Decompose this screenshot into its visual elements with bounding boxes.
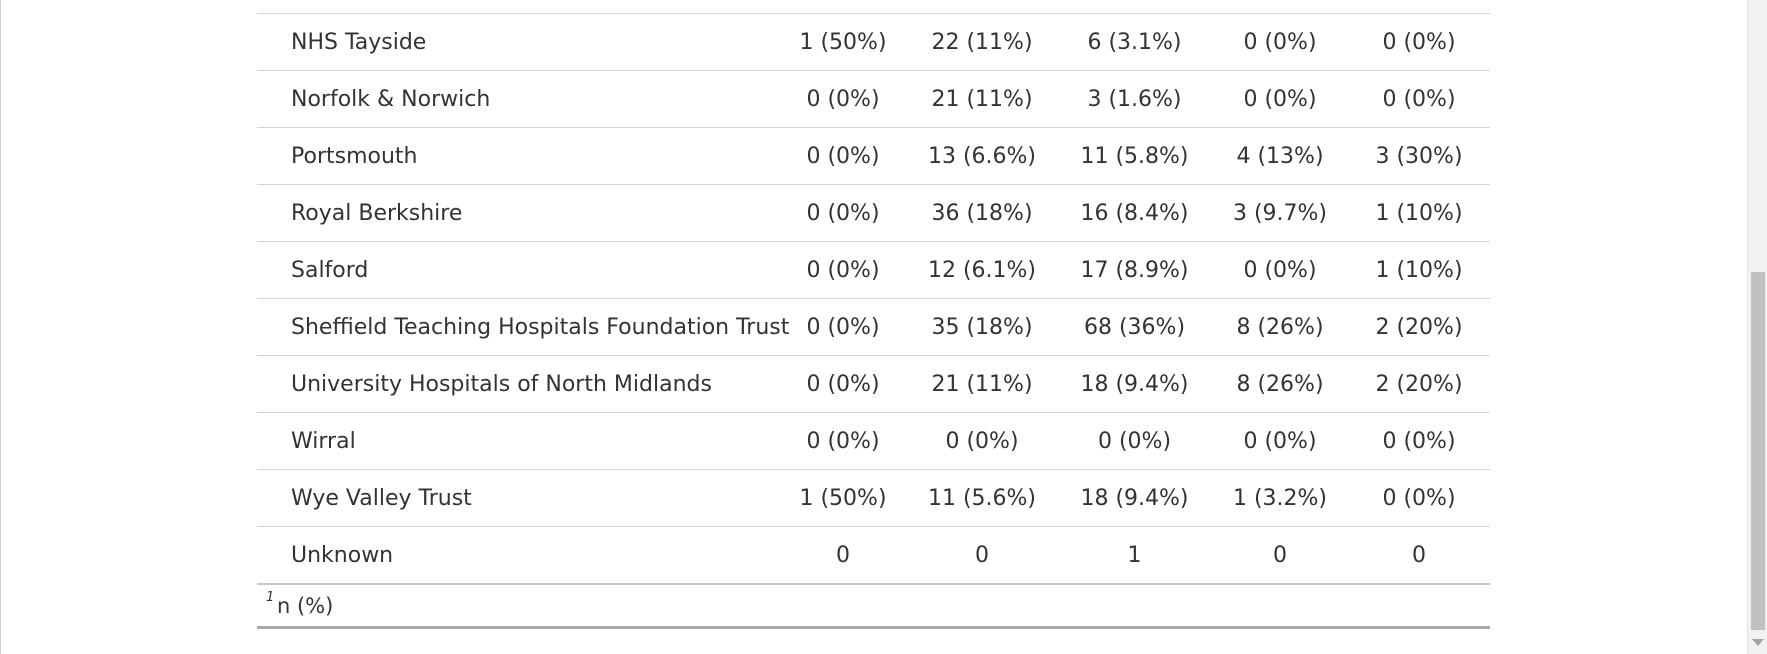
count-cell: 21 (11%) [907, 70, 1057, 128]
count-cell: 0 (0%) [779, 412, 907, 470]
count-cell: 68 (36%) [1057, 298, 1212, 356]
site-name-cell: Unknown [257, 526, 779, 585]
count-cell: 0 [779, 526, 907, 585]
count-cell: 0 (0%) [779, 184, 907, 242]
count-cell: 3 (30%) [1348, 127, 1490, 185]
count-cell: 1 (10%) [1348, 241, 1490, 299]
table-row: Portsmouth 0 (0%) 13 (6.6%) 11 (5.8%) 4 … [257, 127, 1490, 185]
count-cell: 11 (5.6%) [907, 469, 1057, 527]
table-row: Sheffield Teaching Hospitals Foundation … [257, 298, 1490, 356]
footnote-text: n (%) [277, 594, 334, 618]
count-cell: 0 (0%) [779, 70, 907, 128]
count-cell: 3 (1.6%) [1057, 70, 1212, 128]
count-cell: 4 (13%) [1212, 127, 1348, 185]
site-name-cell: Norfolk & Norwich [257, 70, 779, 128]
site-name-cell: Sheffield Teaching Hospitals Foundation … [257, 298, 789, 356]
clipped-previous-row [257, 0, 1490, 14]
count-cell: 1 [1057, 526, 1212, 585]
count-cell: 8 (26%) [1212, 355, 1348, 413]
site-name-cell: Salford [257, 241, 779, 299]
count-cell: 0 (0%) [1212, 14, 1348, 71]
footnote-marker: 1 [266, 590, 275, 605]
count-cell: 18 (9.4%) [1057, 355, 1212, 413]
scroll-down-arrow-icon[interactable] [1752, 639, 1764, 646]
count-cell: 0 (0%) [907, 412, 1057, 470]
count-cell: 0 [1212, 526, 1348, 585]
site-name-cell: Royal Berkshire [257, 184, 779, 242]
window-left-border [0, 0, 1, 654]
count-cell: 0 (0%) [1348, 70, 1490, 128]
site-name-cell: Portsmouth [257, 127, 779, 185]
count-cell: 0 [1348, 526, 1490, 585]
count-cell: 36 (18%) [907, 184, 1057, 242]
count-cell: 13 (6.6%) [907, 127, 1057, 185]
table-row: Unknown 0 0 1 0 0 [257, 526, 1490, 585]
count-cell: 16 (8.4%) [1057, 184, 1212, 242]
vertical-scrollbar[interactable] [1747, 0, 1767, 654]
table-footnote: 1 n (%) [257, 585, 1490, 629]
count-cell: 1 (50%) [779, 469, 907, 527]
count-cell: 17 (8.9%) [1057, 241, 1212, 299]
count-cell: 0 (0%) [779, 241, 907, 299]
count-cell: 11 (5.8%) [1057, 127, 1212, 185]
count-cell: 0 (0%) [779, 355, 907, 413]
table-row: Norfolk & Norwich 0 (0%) 21 (11%) 3 (1.6… [257, 70, 1490, 128]
summary-table: NHS Tayside 1 (50%) 22 (11%) 6 (3.1%) 0 … [257, 14, 1490, 585]
table-row: University Hospitals of North Midlands 0… [257, 355, 1490, 413]
count-cell: 1 (10%) [1348, 184, 1490, 242]
site-name-cell: Wye Valley Trust [257, 469, 779, 527]
count-cell: 8 (26%) [1212, 298, 1348, 356]
count-cell: 0 [907, 526, 1057, 585]
table-row: Wye Valley Trust 1 (50%) 11 (5.6%) 18 (9… [257, 469, 1490, 527]
count-cell: 0 (0%) [1212, 412, 1348, 470]
count-cell: 2 (20%) [1348, 298, 1490, 356]
table-row: Salford 0 (0%) 12 (6.1%) 17 (8.9%) 0 (0%… [257, 241, 1490, 299]
table-row: Wirral 0 (0%) 0 (0%) 0 (0%) 0 (0%) 0 (0%… [257, 412, 1490, 470]
count-cell: 0 (0%) [1348, 412, 1490, 470]
count-cell: 2 (20%) [1348, 355, 1490, 413]
count-cell: 0 (0%) [779, 298, 907, 356]
count-cell: 0 (0%) [1057, 412, 1212, 470]
count-cell: 3 (9.7%) [1212, 184, 1348, 242]
site-name-cell: NHS Tayside [257, 14, 779, 71]
scrollbar-thumb[interactable] [1751, 272, 1765, 630]
count-cell: 6 (3.1%) [1057, 14, 1212, 71]
count-cell: 1 (50%) [779, 14, 907, 71]
site-name-cell: University Hospitals of North Midlands [257, 355, 779, 413]
site-name-cell: Wirral [257, 412, 779, 470]
count-cell: 1 (3.2%) [1212, 469, 1348, 527]
count-cell: 18 (9.4%) [1057, 469, 1212, 527]
count-cell: 0 (0%) [1348, 14, 1490, 71]
count-cell: 21 (11%) [907, 355, 1057, 413]
count-cell: 35 (18%) [907, 298, 1057, 356]
count-cell: 0 (0%) [1212, 241, 1348, 299]
count-cell: 12 (6.1%) [907, 241, 1057, 299]
count-cell: 0 (0%) [1212, 70, 1348, 128]
table-row: Royal Berkshire 0 (0%) 36 (18%) 16 (8.4%… [257, 184, 1490, 242]
count-cell: 0 (0%) [1348, 469, 1490, 527]
count-cell: 0 (0%) [779, 127, 907, 185]
table-row: NHS Tayside 1 (50%) 22 (11%) 6 (3.1%) 0 … [257, 14, 1490, 71]
summary-table-container: NHS Tayside 1 (50%) 22 (11%) 6 (3.1%) 0 … [257, 0, 1490, 629]
count-cell: 22 (11%) [907, 14, 1057, 71]
